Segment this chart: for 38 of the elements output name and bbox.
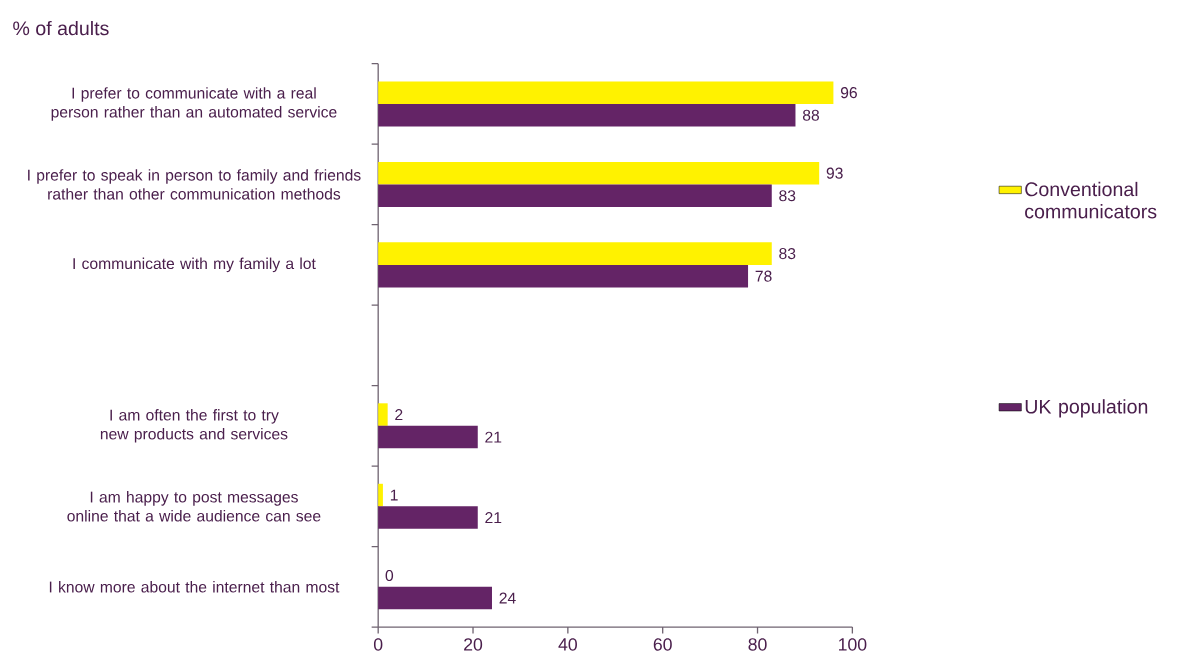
text: % of adults bbox=[13, 20, 109, 36]
bar bbox=[378, 483, 383, 507]
bar bbox=[378, 161, 820, 185]
legend-label: Conventional communicators bbox=[1025, 181, 1157, 219]
bar bbox=[378, 264, 749, 288]
y-tick-label: I am often the first to try new products and services bbox=[100, 408, 288, 443]
data-label: 83 bbox=[779, 190, 796, 202]
x-tick-label: 60 bbox=[653, 638, 672, 651]
bar bbox=[378, 506, 478, 529]
y-tick-label: I am happy to post messages online that a wide audience can see bbox=[67, 491, 321, 522]
x-tick-label: 100 bbox=[839, 638, 867, 651]
data-label: 83 bbox=[779, 248, 796, 260]
data-label: 21 bbox=[485, 431, 502, 443]
bar bbox=[378, 425, 478, 449]
x-tick-label: 20 bbox=[464, 638, 483, 651]
bar bbox=[378, 242, 772, 265]
legend-label: UK population bbox=[1025, 399, 1148, 418]
y-tick-label: I prefer to communicate with a real person rather than an automated service bbox=[51, 87, 337, 121]
x-tick-label: 0 bbox=[373, 638, 383, 651]
data-label: 24 bbox=[499, 592, 516, 604]
data-label: 96 bbox=[840, 87, 857, 99]
data-label: 78 bbox=[755, 270, 772, 282]
bar bbox=[378, 184, 772, 207]
bar bbox=[378, 81, 834, 104]
data-label: 0 bbox=[385, 569, 394, 581]
x-tick-label: 40 bbox=[558, 638, 577, 651]
data-label: 21 bbox=[485, 512, 502, 523]
data-label: 93 bbox=[826, 167, 843, 179]
bar bbox=[378, 403, 388, 426]
data-label: 88 bbox=[802, 109, 820, 121]
bar bbox=[378, 103, 796, 127]
y-tick-label: I know more about the internet than most bbox=[49, 580, 340, 593]
y-tick-label: I communicate with my family a lot bbox=[73, 257, 316, 273]
data-label: 2 bbox=[395, 409, 403, 420]
bar bbox=[378, 586, 492, 610]
y-tick-label: I prefer to speak in person to family and friends rather than other communication methods bbox=[28, 169, 361, 200]
data-label: 1 bbox=[390, 489, 398, 501]
x-tick-label: 80 bbox=[748, 638, 767, 651]
